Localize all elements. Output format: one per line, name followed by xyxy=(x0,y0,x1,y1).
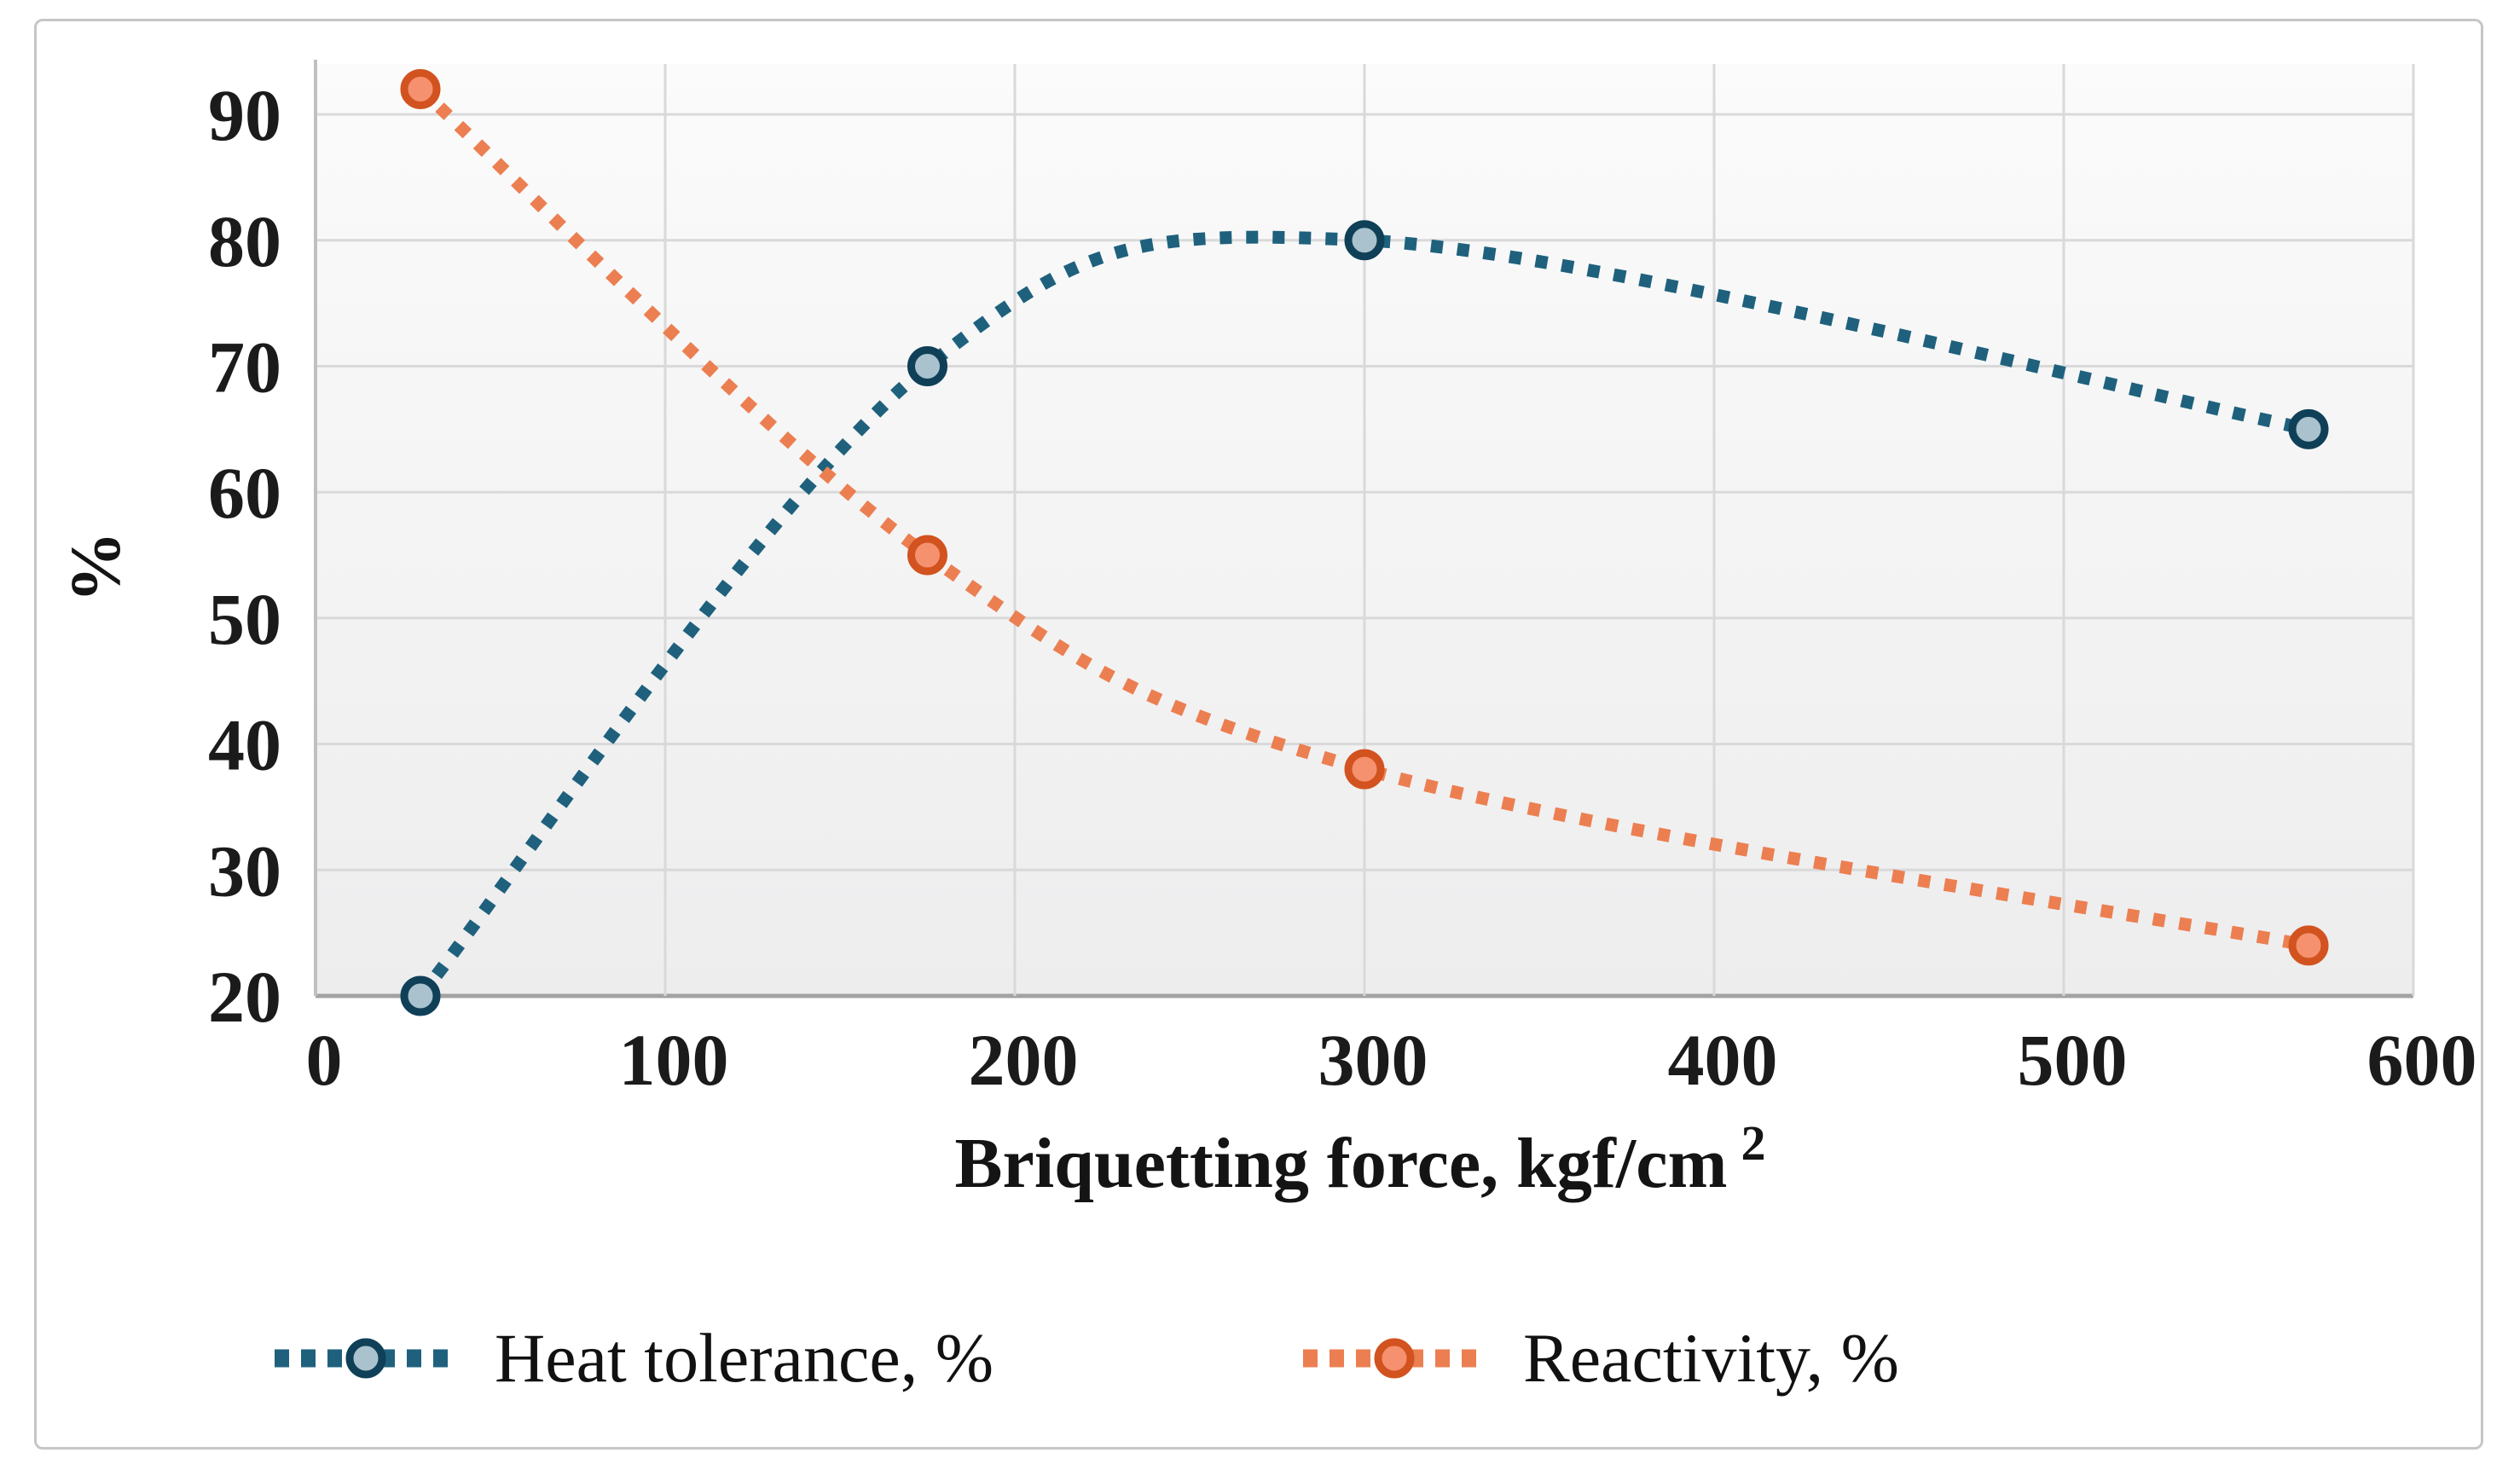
data-point-heat-tolerance xyxy=(907,345,947,386)
data-point-reactivity xyxy=(907,535,947,576)
data-point-heat-tolerance xyxy=(2288,408,2329,449)
y-tick-label: 60 xyxy=(208,452,281,534)
x-tick-label: 400 xyxy=(1668,1019,1778,1101)
y-tick-label: 30 xyxy=(208,830,281,912)
x-tick-label: 0 xyxy=(306,1019,343,1101)
x-axis-title-superscript: 2 xyxy=(1741,1115,1765,1171)
y-tick-label: 50 xyxy=(208,578,281,660)
y-tick-label: 70 xyxy=(208,326,281,408)
legend-marker-heat-tolerance-icon xyxy=(275,1338,457,1379)
legend-label-heat-tolerance: Heat tolerance, % xyxy=(495,1319,994,1397)
x-tick-label: 500 xyxy=(2018,1019,2128,1101)
data-point-heat-tolerance xyxy=(400,975,441,1016)
y-axis-title: % xyxy=(56,531,136,603)
x-tick-label: 300 xyxy=(1318,1019,1428,1101)
y-tick-label: 80 xyxy=(208,200,281,282)
legend-item-reactivity: Reactivity, % xyxy=(1300,1322,1899,1395)
legend-marker-reactivity-icon xyxy=(1303,1338,1486,1379)
series-line-heat-tolerance xyxy=(415,230,2310,1000)
y-tick-label: 20 xyxy=(208,956,281,1038)
legend-label-reactivity: Reactivity, % xyxy=(1523,1319,1899,1397)
data-point-reactivity xyxy=(400,69,441,110)
x-tick-label: 100 xyxy=(619,1019,729,1101)
y-tick-label: 40 xyxy=(208,704,281,786)
data-point-heat-tolerance xyxy=(1344,220,1385,261)
x-axis-title: Briquetting force, kgf/cm 2 xyxy=(955,1115,1766,1203)
data-point-reactivity xyxy=(2288,925,2329,966)
plot-area: 20 30 40 50 60 70 80 90 0 100 200 300 400 500 600 xyxy=(208,60,2477,1101)
y-tick-label: 90 xyxy=(208,74,281,156)
legend-item-heat-tolerance: Heat tolerance, % xyxy=(271,1322,994,1395)
x-tick-label: 600 xyxy=(2367,1019,2477,1101)
data-point-reactivity xyxy=(1344,749,1385,790)
series-line-reactivity xyxy=(415,84,2310,952)
x-tick-label: 200 xyxy=(969,1019,1079,1101)
x-axis-title-main: Briquetting force, kgf/cm xyxy=(955,1124,1728,1203)
